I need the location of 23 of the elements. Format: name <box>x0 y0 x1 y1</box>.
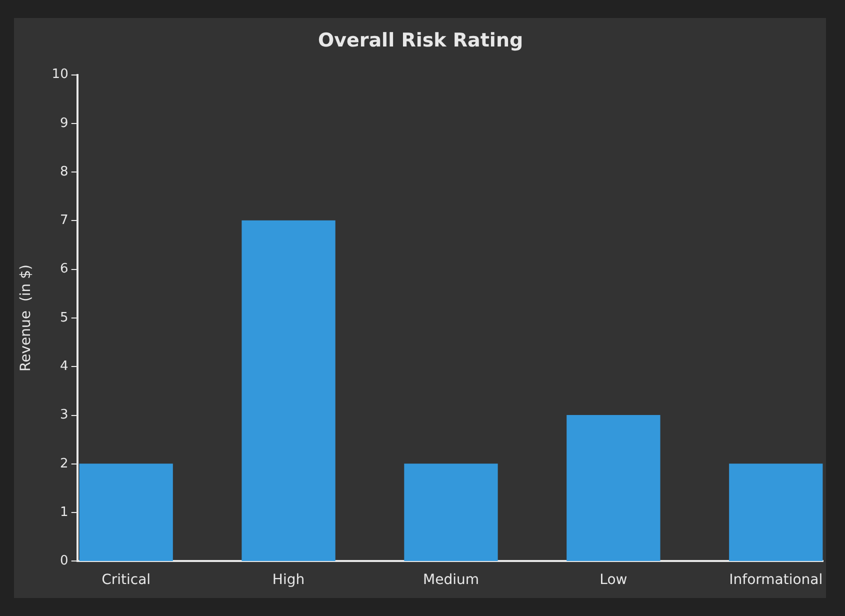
y-tick-label: 10 <box>52 67 68 82</box>
x-tick-label: Informational <box>729 572 823 588</box>
y-tick-label: 8 <box>60 164 68 180</box>
y-tick-label: 0 <box>60 554 68 569</box>
x-tick-label: High <box>272 572 305 588</box>
y-tick-label: 7 <box>60 213 68 228</box>
bar <box>404 464 498 562</box>
y-tick-label: 5 <box>60 310 68 326</box>
x-tick-label: Medium <box>422 572 479 588</box>
bar <box>242 220 336 562</box>
bar <box>729 464 823 562</box>
y-tick-label: 1 <box>60 504 68 520</box>
y-tick-label: 4 <box>60 359 68 374</box>
y-tick-label: 9 <box>60 116 68 131</box>
chart-title: Overall Risk Rating <box>318 29 524 52</box>
y-tick-label: 6 <box>60 262 68 277</box>
x-tick-label: Low <box>600 572 628 588</box>
y-tick-label: 2 <box>60 456 68 472</box>
bar <box>566 414 660 562</box>
y-axis-title: Revenue (in $) <box>18 264 34 372</box>
y-tick-label: 3 <box>60 408 68 423</box>
x-tick-label: Critical <box>102 572 151 588</box>
bar <box>79 464 173 562</box>
